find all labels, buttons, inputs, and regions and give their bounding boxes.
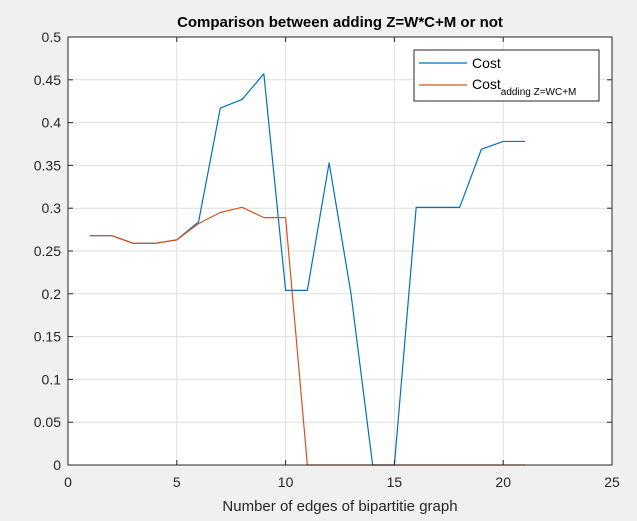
x-tick-label: 25 [604,474,620,490]
legend-label-cost: Cost [472,55,501,71]
x-axis-label: Number of edges of bipartitie graph [222,498,457,515]
y-tick-label: 0.2 [42,286,62,302]
legend-label-cost-adding-main: Cost [472,76,501,92]
x-tick-label: 15 [387,474,403,490]
x-tick-label: 20 [495,474,511,490]
x-tick-label: 10 [278,474,294,490]
y-tick-label: 0.35 [34,157,61,173]
y-tick-label: 0.05 [34,414,61,430]
y-tick-label: 0.25 [34,243,61,259]
y-tick-label: 0.4 [42,115,62,131]
y-tick-label: 0.45 [34,72,61,88]
y-tick-label: 0.1 [42,371,62,387]
x-tick-label: 5 [173,474,181,490]
x-tick-label: 0 [64,474,72,490]
y-tick-label: 0.5 [42,29,62,45]
y-tick-label: 0.15 [34,329,61,345]
legend-label-cost-adding-subscript: adding Z=WC+M [501,87,577,98]
chart-title: Comparison between adding Z=W*C+M or not [177,14,503,31]
y-tick-label: 0 [53,457,61,473]
y-tick-label: 0.3 [42,200,62,216]
legend: Cost Costadding Z=WC+M [414,50,599,101]
